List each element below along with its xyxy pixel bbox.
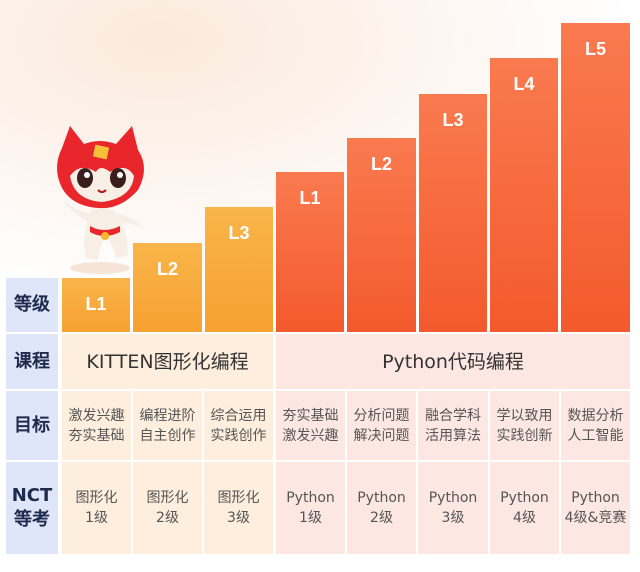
goal-line1: 数据分析: [567, 407, 624, 424]
goal-line1: 激发兴趣: [68, 407, 125, 424]
goal-line2: 实践创新: [496, 427, 553, 444]
level-label: L3: [442, 110, 464, 130]
level-label: L1: [299, 188, 321, 208]
col-divider: [345, 391, 347, 554]
goal-header: 目标: [6, 391, 58, 460]
nct-cell: 图形化 1级: [62, 462, 131, 554]
goal-cell: 融合学科 活用算法: [418, 391, 488, 460]
nct-line2: 2级: [370, 510, 393, 526]
goal-cell: 激发兴趣 夯实基础: [62, 391, 131, 460]
col-divider: [488, 391, 490, 554]
nct-line2: 4级: [513, 510, 536, 526]
goal-line2: 自主创作: [139, 427, 196, 444]
course-python: Python代码编程: [382, 350, 524, 373]
nct-line2: 4级&竞赛: [564, 510, 627, 526]
nct-line1: 图形化: [146, 490, 189, 506]
col-divider: [559, 391, 561, 554]
goal-cell: 综合运用 实践创作: [204, 391, 273, 460]
goal-line1: 分析问题: [353, 407, 410, 424]
level-bar-python-l5: L5: [561, 23, 630, 332]
col-divider: [416, 391, 418, 554]
cat-mascot-icon: [57, 126, 144, 274]
nct-line1: Python: [357, 490, 406, 506]
nct-cell: 图形化 3级: [204, 462, 273, 554]
goal-line1: 学以致用: [496, 407, 553, 424]
goal-cell: 夯实基础 激发兴趣: [276, 391, 345, 460]
level-bar-python-l3: L3: [419, 94, 487, 332]
level-bar-kitten-l3: L3: [205, 207, 273, 332]
level-bar-kitten-l1: L1: [62, 278, 130, 332]
level-bar-python-l4: L4: [490, 58, 558, 332]
goal-line2: 夯实基础: [68, 427, 125, 444]
goal-cell: 学以致用 实践创新: [490, 391, 559, 460]
col-divider: [131, 391, 133, 554]
col-divider: [273, 334, 276, 554]
col-divider: [202, 391, 204, 554]
nct-line1: Python: [500, 490, 549, 506]
kitten-rows-bg: [62, 334, 273, 554]
nct-cell: Python 2级: [347, 462, 416, 554]
level-header: 等级: [6, 278, 58, 332]
level-label: L2: [156, 259, 178, 279]
nct-line1: 图形化: [75, 490, 118, 506]
nct-cell: Python 4级&竞赛: [561, 462, 630, 554]
goal-cell: 数据分析 人工智能: [561, 391, 630, 460]
goal-cell: 编程进阶 自主创作: [133, 391, 202, 460]
goal-line2: 实践创作: [210, 427, 267, 444]
goal-line1: 融合学科: [425, 407, 481, 424]
level-bar-python-l1: L1: [276, 172, 344, 332]
nct-line2: 2级: [156, 510, 179, 526]
course-header: 课程: [6, 334, 58, 389]
nct-line1: 图形化: [217, 490, 260, 506]
goal-line2: 解决问题: [353, 427, 410, 444]
nct-line1: Python: [428, 490, 478, 506]
nct-header: NCT 等考: [6, 462, 58, 554]
level-label: L3: [228, 223, 250, 243]
nct-line2: 3级: [441, 510, 465, 526]
course-kitten: KITTEN图形化编程: [86, 350, 249, 373]
goal-line2: 活用算法: [425, 427, 481, 444]
nct-line2: 3级: [227, 510, 250, 526]
goal-cell: 分析问题 解决问题: [347, 391, 416, 460]
level-label: L1: [85, 294, 107, 314]
nct-cell: Python 3级: [418, 462, 488, 554]
level-label: L5: [584, 39, 606, 59]
nct-cell: Python 4级: [490, 462, 559, 554]
goal-line2: 激发兴趣: [282, 427, 339, 444]
row-divider: [62, 389, 630, 391]
goal-line1: 综合运用: [210, 407, 267, 424]
nct-line2: 1级: [299, 510, 322, 526]
nct-line1: Python: [286, 490, 335, 506]
nct-header-line2: 等考: [14, 509, 50, 530]
nct-cell: Python 1级: [276, 462, 345, 554]
goal-line2: 人工智能: [567, 427, 624, 444]
goal-line1: 编程进阶: [139, 407, 196, 424]
nct-line2: 1级: [85, 510, 108, 526]
nct-header-line1: NCT: [11, 485, 53, 506]
python-rows-bg: [276, 334, 630, 554]
nct-cell: 图形化 2级: [133, 462, 202, 554]
level-bar-python-l2: L2: [347, 138, 416, 332]
goal-line1: 夯实基础: [282, 407, 339, 424]
nct-line1: Python: [571, 490, 620, 506]
level-label: L4: [513, 74, 535, 94]
level-label: L2: [370, 154, 392, 174]
level-bar-kitten-l2: L2: [133, 243, 202, 332]
